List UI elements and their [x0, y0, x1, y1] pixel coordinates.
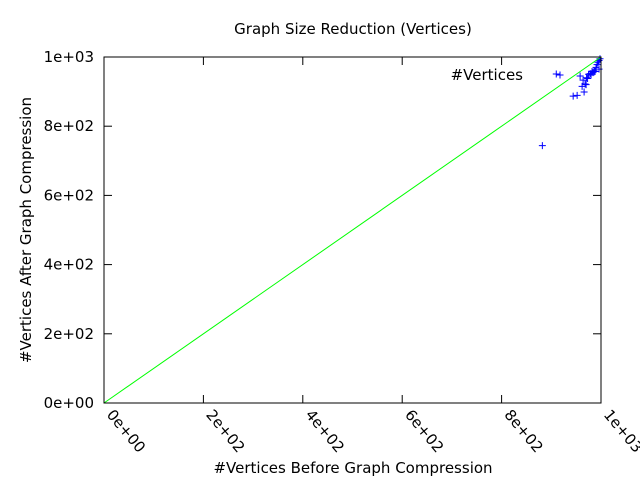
data-point-9: [582, 81, 590, 89]
series-line-1: [103, 56, 602, 404]
data-point-2: [569, 92, 577, 100]
y-tick-label-0: 0e+00: [44, 394, 94, 412]
y-tick-label-2: 4e+02: [44, 256, 94, 274]
plot-frame: [103, 56, 602, 404]
data-point-7: [580, 88, 588, 96]
legend: #Vertices: [451, 66, 564, 84]
chart-title: Graph Size Reduction (Vertices): [234, 20, 472, 38]
y-tick-label-5: 1e+03: [44, 48, 94, 66]
legend-marker-0: [556, 71, 564, 79]
plot-content: [103, 55, 604, 404]
y-tick-label-3: 6e+02: [44, 186, 94, 204]
data-point-11: [584, 74, 592, 82]
x-axis-label: #Vertices Before Graph Compression: [213, 459, 492, 477]
y-axis-label: #Vertices After Graph Compression: [17, 97, 35, 363]
data-point-8: [581, 80, 589, 88]
data-point-3: [573, 91, 581, 99]
legend-label-0: #Vertices: [451, 66, 524, 84]
data-point-18: [591, 68, 599, 76]
y-axis: 0e+00 2e+02 4e+02 6e+02 8e+02 1e+03: [44, 48, 601, 412]
data-point-4: [576, 72, 584, 80]
y-tick-label-4: 8e+02: [44, 117, 94, 135]
data-point-1: [552, 70, 560, 78]
data-point-0: [538, 142, 546, 150]
y-tick-label-1: 2e+02: [44, 325, 94, 343]
